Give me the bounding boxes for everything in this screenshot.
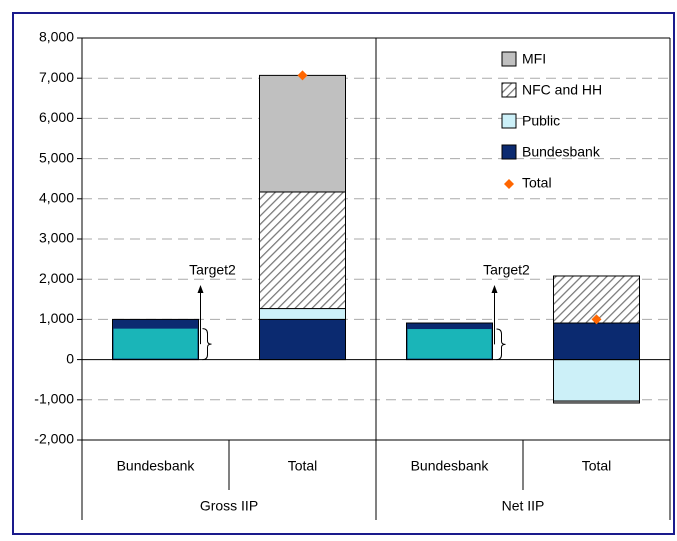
target2-segment	[113, 328, 198, 359]
y-tick-label: 4,000	[39, 190, 74, 206]
legend-label: Public	[522, 113, 560, 129]
target2-brace	[496, 328, 506, 361]
legend-swatch	[504, 179, 514, 189]
bar-segment	[553, 359, 640, 402]
bar-segment	[553, 322, 640, 361]
y-tick-label: 1,000	[39, 310, 74, 326]
y-tick-label: 8,000	[39, 29, 74, 45]
group-label: Net IIP	[502, 498, 545, 514]
x-tick-label: Total	[582, 458, 612, 474]
legend-swatch	[501, 82, 517, 98]
bar-segment	[259, 318, 346, 361]
y-tick-label: -2,000	[34, 431, 74, 447]
y-tick-label: 2,000	[39, 270, 74, 286]
legend-label: MFI	[522, 51, 546, 67]
bar-segment	[259, 191, 346, 310]
bar-segment	[259, 74, 346, 193]
x-tick-label: Bundesbank	[117, 458, 196, 474]
legend-swatch	[501, 113, 517, 129]
x-tick-label: Bundesbank	[411, 458, 490, 474]
bar-segment	[259, 308, 346, 320]
bar-segment	[553, 400, 640, 404]
target2-segment	[407, 329, 492, 359]
legend-label: NFC and HH	[522, 82, 602, 98]
target2-brace	[202, 328, 212, 361]
target2-arrowhead	[197, 285, 204, 293]
y-tick-label: 3,000	[39, 230, 74, 246]
target2-arrowhead	[491, 285, 498, 293]
y-tick-label: 6,000	[39, 109, 74, 125]
y-tick-label: 0	[66, 350, 74, 366]
legend-label: Total	[522, 175, 552, 191]
y-tick-label: 5,000	[39, 149, 74, 165]
y-tick-label: 7,000	[39, 69, 74, 85]
total-marker	[297, 70, 308, 81]
legend-swatch	[501, 51, 517, 67]
y-tick-label: -1,000	[34, 391, 74, 407]
target2-label: Target2	[189, 262, 236, 278]
legend-label: Bundesbank	[522, 144, 601, 160]
chart-frame	[12, 12, 675, 535]
x-tick-label: Total	[288, 458, 318, 474]
target2-label: Target2	[483, 262, 530, 278]
legend-swatch	[501, 144, 517, 160]
group-label: Gross IIP	[200, 498, 258, 514]
total-marker	[591, 314, 602, 325]
